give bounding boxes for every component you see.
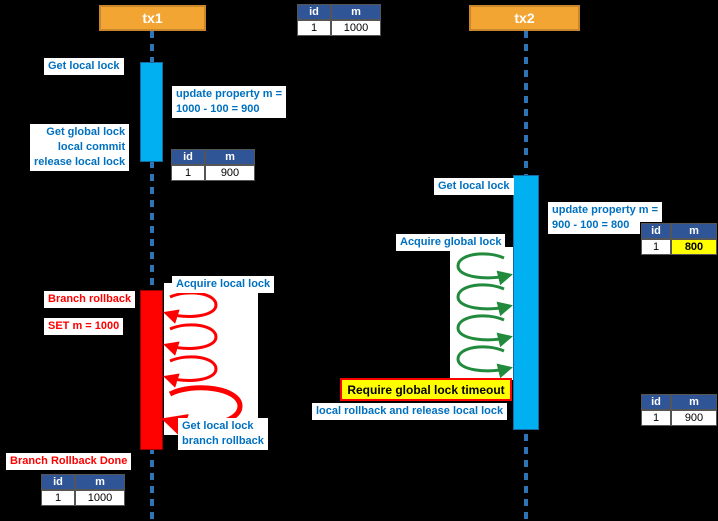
retry-arrow-green-1 — [456, 252, 513, 286]
tx2-get-local-lock-label: Get local lock — [434, 178, 514, 195]
tx1-relock-line2: branch rollback — [182, 435, 264, 447]
tx1-relock-line1: Get local lock — [182, 420, 254, 432]
global-lock-timeout-box: Require global lock timeout — [340, 378, 512, 401]
retry-arrow-green-3 — [456, 314, 513, 348]
table-tx1-committed-header-id: id — [171, 149, 205, 165]
table-tx2-rolled-back-cell-m: 900 — [671, 410, 717, 426]
retry-arrow-red-1 — [163, 291, 218, 324]
retry-arrow-red-2 — [163, 323, 218, 356]
tx1-release-local-lock-line: release local lock — [34, 156, 126, 168]
table-tx2-updated-header-m: m — [671, 223, 717, 239]
tx1-acquire-local-lock-label: Acquire local lock — [172, 276, 275, 293]
table-tx2-updated-header-id: id — [641, 223, 671, 239]
tx2-local-rollback-label: local rollback and release local lock — [312, 403, 508, 420]
table-tx1-committed-cell-m: 900 — [205, 165, 255, 181]
tx2-activation-bar — [513, 175, 539, 430]
table-tx2-updated: id m 1 800 — [640, 222, 718, 256]
table-tx2-rolled-back-header-id: id — [641, 394, 671, 410]
table-tx1-rolled-back-cell-m: 1000 — [75, 490, 125, 506]
tx1-rollback-activation-bar — [140, 290, 163, 450]
actor-tx2-label: tx2 — [514, 10, 535, 26]
tx2-update-line2: 900 - 100 = 800 — [552, 219, 630, 231]
tx2-update-line1: update property m = — [552, 204, 659, 216]
tx1-update-label: update property m = 1000 - 100 = 900 — [172, 86, 287, 118]
table-tx2-updated-cell-id: 1 — [641, 239, 671, 255]
tx1-relock-label: Get local lock branch rollback — [178, 418, 268, 450]
table-initial-header-m: m — [331, 4, 381, 20]
table-tx1-rolled-back-header-m: m — [75, 474, 125, 490]
tx1-local-commit-line: local commit — [57, 141, 126, 153]
table-tx2-rolled-back-cell-id: 1 — [641, 410, 671, 426]
table-tx1-committed: id m 1 900 — [170, 148, 256, 182]
table-tx1-committed-cell-id: 1 — [171, 165, 205, 181]
tx1-get-local-lock-label: Get local lock — [44, 58, 124, 75]
tx1-update-line1: update property m = — [176, 88, 283, 100]
lifeline-tx1 — [150, 31, 154, 521]
table-initial-header-id: id — [297, 4, 331, 20]
actor-tx2: tx2 — [469, 5, 580, 31]
global-lock-timeout-label: Require global lock timeout — [347, 382, 505, 397]
actor-tx1-label: tx1 — [142, 10, 163, 26]
retry-arrow-green-2 — [456, 283, 513, 317]
retry-arrow-green-4 — [456, 345, 513, 379]
tx1-commit-activation-bar — [140, 62, 163, 162]
table-tx1-rolled-back: id m 1 1000 — [40, 473, 126, 507]
table-initial: id m 1 1000 — [296, 3, 382, 37]
table-tx1-rolled-back-header-id: id — [41, 474, 75, 490]
table-tx2-updated-cell-m: 800 — [671, 239, 717, 255]
table-initial-cell-id: 1 — [297, 20, 331, 36]
tx1-commit-sequence-label: Get global lock local commit release loc… — [30, 124, 130, 171]
actor-tx1: tx1 — [99, 5, 206, 31]
table-tx2-rolled-back: id m 1 900 — [640, 393, 718, 427]
tx1-branch-rollback-done-label: Branch Rollback Done — [6, 453, 132, 470]
tx1-get-global-lock-line: Get global lock — [46, 126, 126, 138]
tx2-acquire-global-lock-label: Acquire global lock — [396, 234, 506, 251]
table-tx1-rolled-back-cell-id: 1 — [41, 490, 75, 506]
retry-arrow-red-3 — [163, 355, 218, 388]
table-tx1-committed-header-m: m — [205, 149, 255, 165]
table-initial-cell-m: 1000 — [331, 20, 381, 36]
tx1-set-m-label: SET m = 1000 — [44, 318, 124, 335]
table-tx2-rolled-back-header-m: m — [671, 394, 717, 410]
tx1-branch-rollback-label: Branch rollback — [44, 291, 136, 308]
tx1-update-line2: 1000 - 100 = 900 — [176, 103, 260, 115]
